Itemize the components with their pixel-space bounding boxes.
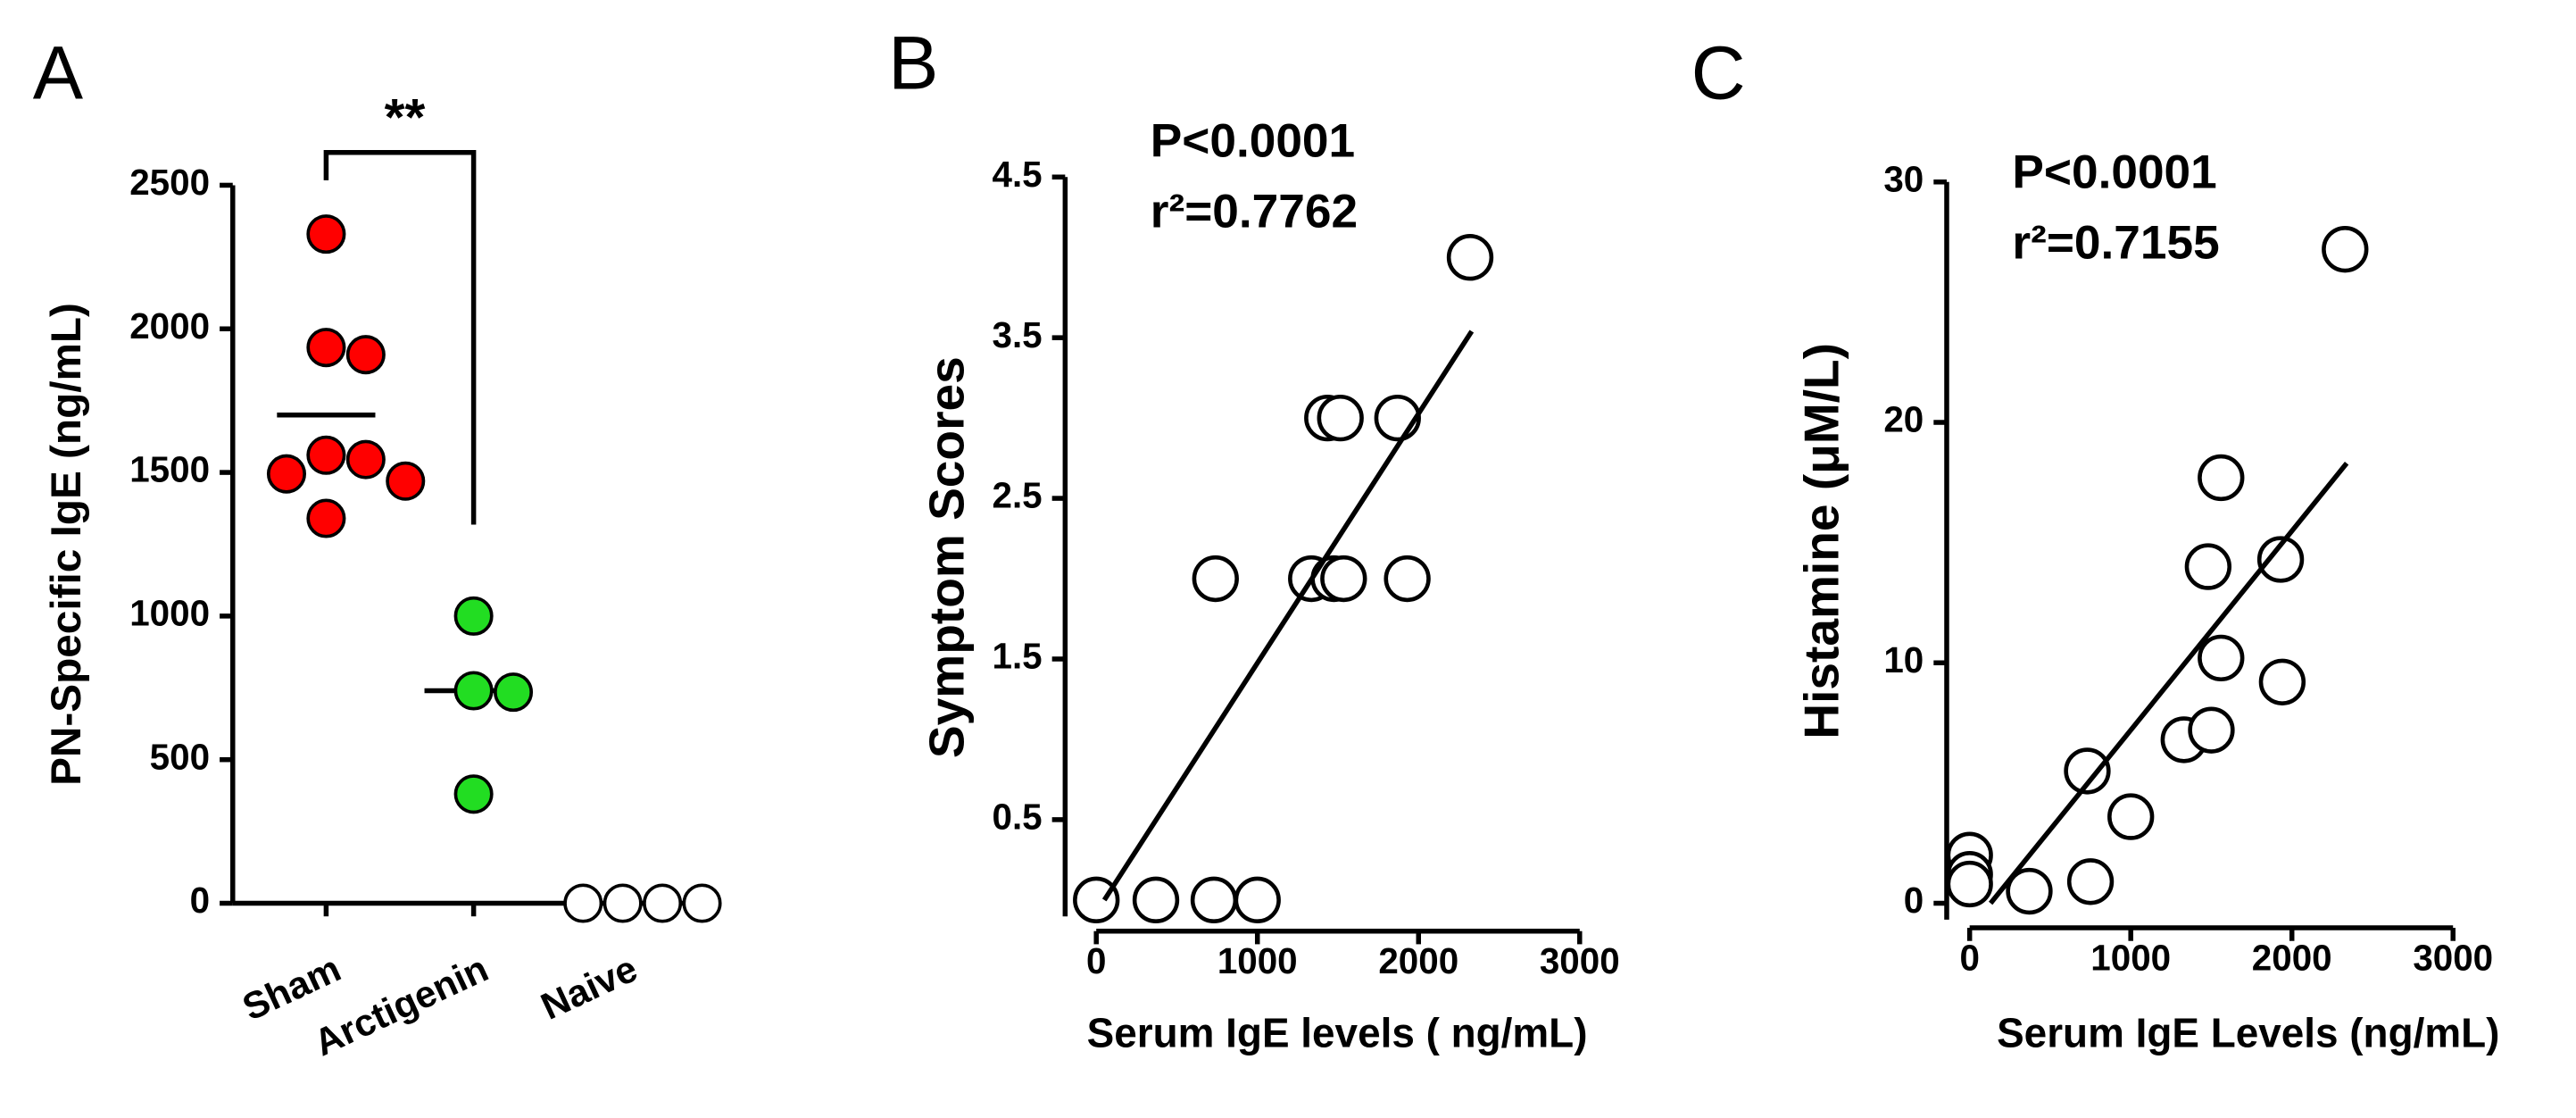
data-point: [643, 883, 683, 923]
data-point: [266, 454, 307, 494]
regression-line: [1101, 330, 1475, 902]
data-point: [2258, 658, 2306, 705]
panel-letter: C: [1691, 30, 1746, 114]
x-axis-label: Serum IgE levels ( ng/mL): [1087, 1009, 1588, 1055]
y-tick-label: 2000: [129, 305, 210, 346]
data-point: [2188, 706, 2235, 754]
data-point: [1384, 555, 1431, 603]
y-tick-label: 2500: [129, 162, 210, 203]
data-point: [2006, 867, 2053, 915]
y-axis-label: PN-Specific IgE (ng/mL): [43, 303, 90, 786]
data-point: [453, 596, 494, 636]
x-tick-label: 3000: [2413, 937, 2493, 978]
data-point: [453, 671, 494, 711]
x-tick-label: 1000: [1217, 940, 1298, 981]
data-point: [1234, 876, 1281, 924]
y-tick-label: 0.5: [992, 797, 1042, 838]
y-tick-label: 1000: [129, 593, 210, 634]
data-point: [682, 883, 722, 923]
data-point: [2322, 226, 2369, 273]
data-point: [386, 461, 426, 501]
y-axis-label: Histamine (μM/L): [1794, 343, 1849, 739]
data-point: [306, 498, 346, 538]
data-point: [1317, 394, 1364, 442]
x-tick-label: 0: [1959, 937, 1979, 978]
y-tick-label: 1.5: [992, 636, 1042, 677]
x-tick-label: 0: [1086, 940, 1106, 981]
data-point: [1320, 555, 1367, 603]
data-point: [494, 672, 534, 713]
regression-line: [1989, 462, 2349, 905]
data-point: [1192, 555, 1239, 603]
y-tick-label: 1500: [129, 449, 210, 490]
y-tick-label: 20: [1883, 399, 1924, 440]
x-tick-label: 3000: [1540, 940, 1620, 981]
y-tick-label: 4.5: [992, 154, 1042, 195]
stat-annotation: P<0.0001: [2012, 146, 2216, 198]
x-axis-label: Serum IgE Levels (ng/mL): [1997, 1009, 2499, 1055]
x-tick-label: 1000: [2090, 937, 2171, 978]
data-point: [453, 774, 494, 814]
panel-letter: A: [33, 30, 84, 114]
data-point: [563, 883, 603, 923]
x-tick-label: 2000: [1378, 940, 1458, 981]
data-point: [2107, 793, 2155, 840]
stat-annotation: P<0.0001: [1151, 115, 1355, 168]
data-point: [2066, 858, 2115, 905]
data-point: [2184, 543, 2232, 590]
data-point: [345, 439, 386, 480]
stat-annotation: r²=0.7155: [2012, 216, 2219, 269]
significance-bracket: [323, 149, 477, 525]
data-point: [345, 335, 386, 375]
data-point: [2198, 634, 2245, 682]
y-tick-label: 0: [1904, 880, 1924, 921]
y-tick-label: 500: [150, 736, 210, 777]
data-point: [1132, 876, 1180, 924]
data-point: [1073, 876, 1120, 924]
data-point: [1446, 234, 1494, 281]
x-tick-label: Naive: [535, 947, 644, 1028]
y-tick-label: 3.5: [992, 314, 1042, 355]
data-point: [602, 883, 643, 923]
x-tick-label: 2000: [2252, 937, 2332, 978]
y-tick-label: 30: [1883, 158, 1924, 199]
data-point: [2064, 747, 2111, 795]
y-tick-label: 2.5: [992, 475, 1042, 516]
y-axis-label: Symptom Scores: [918, 356, 974, 758]
data-point: [306, 435, 346, 475]
panel-letter: B: [888, 21, 938, 104]
data-point: [306, 214, 346, 254]
data-point: [1946, 860, 1993, 908]
stat-annotation: r²=0.7762: [1151, 186, 1358, 238]
data-point: [2256, 536, 2305, 583]
data-point: [2198, 454, 2245, 502]
y-tick-label: 0: [190, 880, 210, 921]
significance-label: **: [385, 88, 426, 146]
y-tick-label: 10: [1883, 639, 1924, 680]
data-point: [306, 328, 346, 368]
data-point: [1374, 394, 1421, 442]
data-point: [1190, 876, 1238, 924]
